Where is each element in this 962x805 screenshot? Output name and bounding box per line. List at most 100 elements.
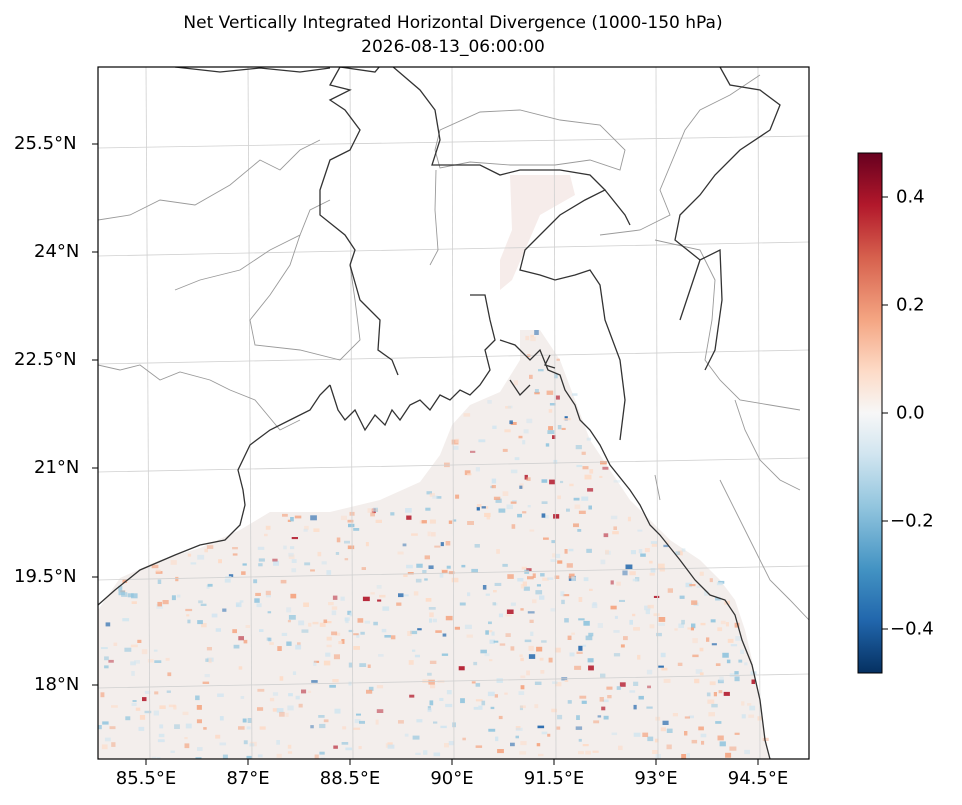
- field-cell: [588, 505, 592, 510]
- field-cell: [118, 585, 123, 591]
- field-cell: [520, 584, 525, 589]
- field-cell: [246, 755, 253, 759]
- field-cell: [647, 736, 654, 742]
- field-cell: [267, 611, 272, 614]
- field-cell: [591, 603, 598, 609]
- field-cell: [290, 593, 297, 599]
- field-cell: [581, 700, 587, 704]
- field-cell: [265, 525, 271, 530]
- field-cell: [749, 705, 756, 711]
- field-cell: [359, 663, 367, 667]
- field-cell: [710, 619, 716, 623]
- field-cell: [494, 694, 498, 698]
- field-cell: [382, 606, 390, 611]
- field-cell: [466, 634, 473, 638]
- field-cell: [725, 622, 729, 627]
- field-cell: [507, 405, 513, 409]
- field-cell: [493, 590, 497, 593]
- field-cell: [502, 491, 509, 496]
- field-cell: [681, 548, 686, 552]
- field-cell: [692, 638, 698, 644]
- field-cell: [640, 553, 646, 557]
- field-cell: [445, 615, 453, 621]
- field-cell: [279, 711, 285, 717]
- field-cell: [602, 699, 609, 703]
- field-cell: [171, 595, 176, 601]
- field-cell: [109, 726, 116, 730]
- field-cell: [159, 724, 164, 729]
- field-cell: [238, 636, 244, 641]
- field-cell: [153, 649, 158, 652]
- field-cell: [539, 595, 545, 600]
- field-cell: [573, 497, 580, 501]
- field-cell: [638, 549, 643, 554]
- field-cell: [348, 523, 355, 528]
- field-cell: [497, 749, 504, 754]
- field-cell: [326, 570, 332, 575]
- field-cell: [318, 715, 325, 718]
- field-cell: [649, 560, 653, 564]
- field-cell: [689, 584, 696, 587]
- field-cell: [610, 580, 614, 585]
- field-cell: [729, 673, 736, 677]
- field-cell: [206, 647, 212, 651]
- field-cell: [651, 543, 658, 547]
- field-cell: [658, 617, 666, 622]
- field-cell: [547, 430, 555, 434]
- field-cell: [691, 623, 696, 629]
- field-cell: [276, 753, 282, 758]
- field-cell: [215, 628, 221, 632]
- field-cell: [356, 633, 360, 638]
- field-cell: [603, 533, 609, 538]
- lat-label: 25.5°N: [14, 133, 77, 154]
- field-cell: [537, 725, 545, 729]
- field-cell: [650, 541, 658, 544]
- field-cell: [364, 620, 371, 624]
- field-cell: [375, 719, 379, 725]
- field-cell: [338, 641, 343, 645]
- field-cell: [588, 632, 594, 637]
- field-cell: [524, 639, 532, 643]
- field-cell: [219, 742, 227, 746]
- field-cell: [666, 728, 673, 733]
- field-cell: [601, 706, 606, 711]
- field-cell: [282, 513, 288, 517]
- field-cell: [411, 533, 418, 536]
- field-cell: [246, 726, 251, 730]
- field-cell: [510, 501, 517, 504]
- field-cell: [717, 735, 724, 741]
- field-cell: [122, 579, 128, 583]
- field-cell: [387, 744, 395, 749]
- field-cell: [507, 574, 514, 579]
- field-cell: [542, 577, 549, 581]
- field-cell: [131, 601, 137, 604]
- field-cell: [421, 520, 427, 524]
- field-cell: [376, 709, 384, 713]
- field-cell: [679, 595, 685, 599]
- lon-tick-marks: [145, 759, 759, 765]
- field-cell: [429, 612, 434, 618]
- field-cell: [757, 716, 762, 721]
- field-cell: [353, 727, 361, 730]
- field-cell: [402, 543, 407, 547]
- field-cell: [313, 528, 320, 532]
- field-cell: [235, 602, 242, 608]
- field-cell: [741, 701, 745, 706]
- field-cell: [311, 680, 318, 683]
- field-cell: [523, 429, 529, 434]
- field-cell: [428, 565, 434, 569]
- field-cell: [238, 666, 243, 670]
- field-cell: [487, 691, 495, 697]
- field-cell: [137, 639, 142, 643]
- field-cell: [476, 504, 482, 508]
- field-cell: [581, 496, 589, 501]
- field-cell: [195, 757, 202, 759]
- field-cell: [510, 422, 517, 425]
- field-cell: [307, 690, 312, 693]
- field-cell: [611, 732, 618, 736]
- field-cell: [536, 743, 541, 747]
- field-cell: [478, 439, 486, 443]
- field-cell: [157, 601, 162, 607]
- field-cell: [132, 700, 137, 702]
- field-cell: [557, 495, 561, 500]
